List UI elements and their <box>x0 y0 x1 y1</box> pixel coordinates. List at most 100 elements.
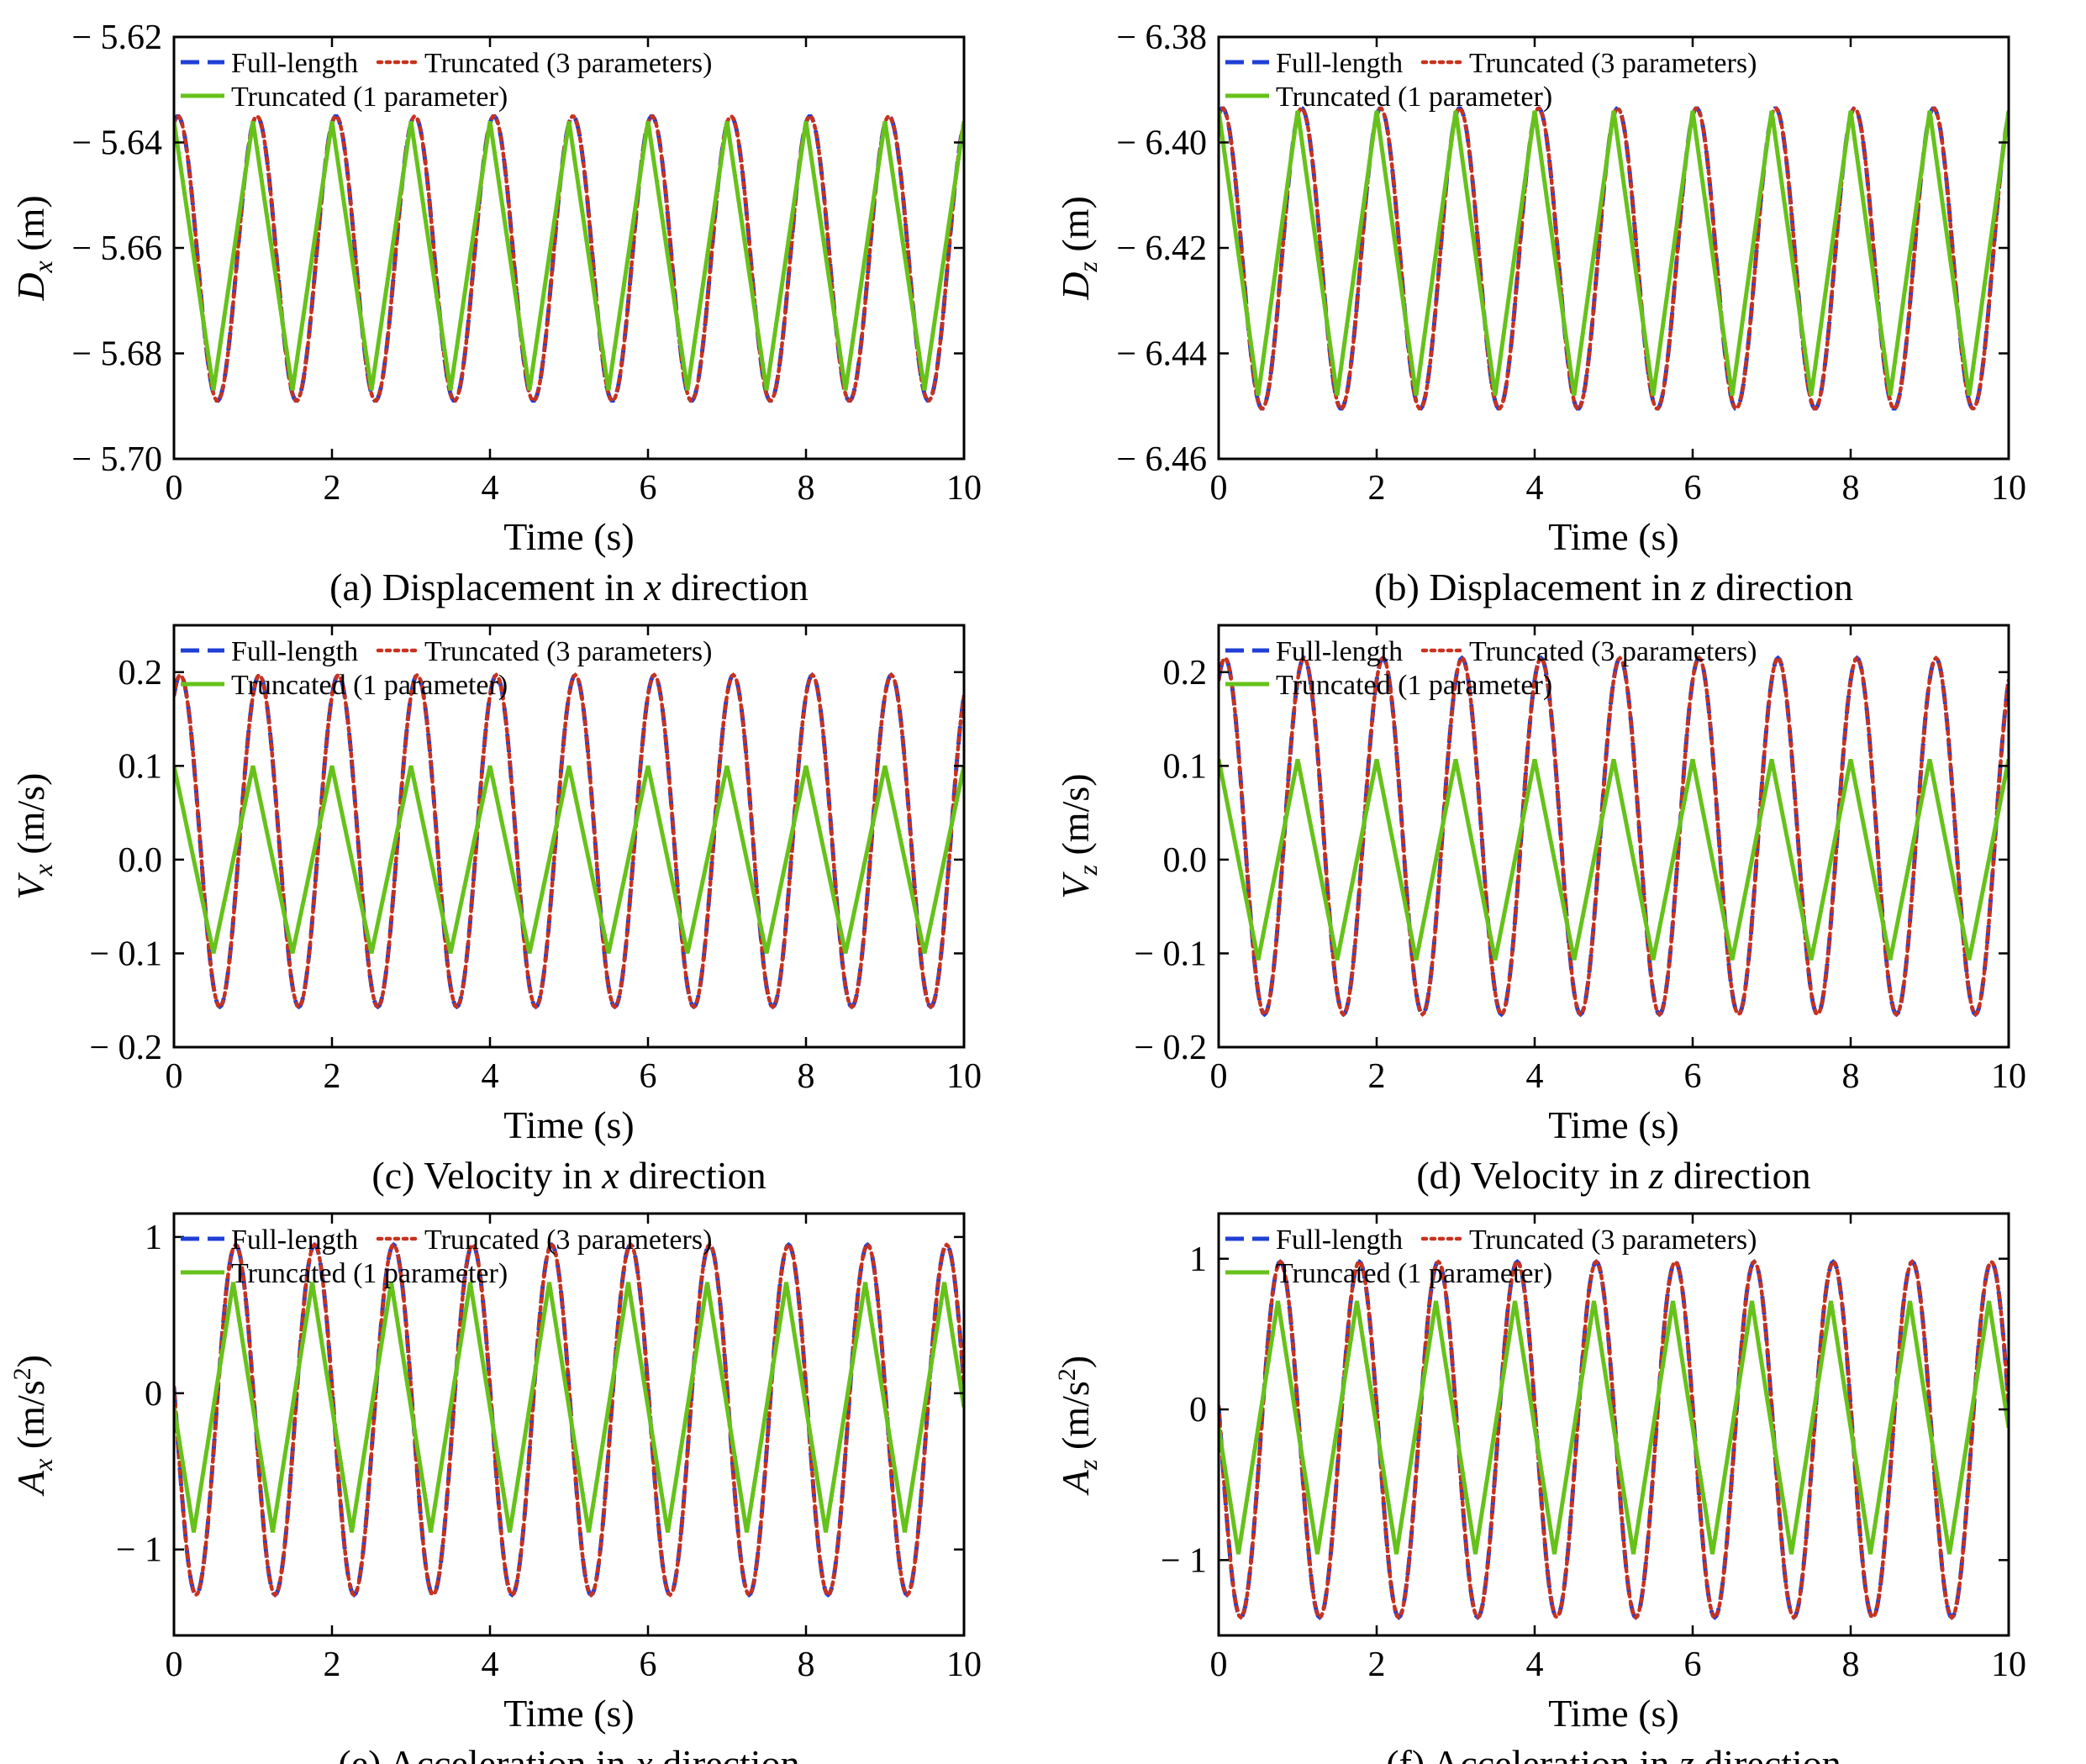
y-tick-label: 0.1 <box>119 747 163 786</box>
y-axis-symbol: D <box>9 272 52 301</box>
x-tick-label: 0 <box>166 1057 183 1096</box>
y-tick-label: − 0.1 <box>1134 935 1207 973</box>
chart-panel-c: 0 2 4 6 8 10 − 0.2 − 0.1 0.0 0.1 0.2 Time (s) Vx (m/… <box>9 624 982 1197</box>
series-line-trunc1 <box>174 1282 964 1533</box>
x-tick-label: 10 <box>1991 1646 2026 1684</box>
y-tick-label: − 5.62 <box>71 18 162 57</box>
x-tick-label: 8 <box>1842 1057 1860 1096</box>
y-axis-label: Az (m/s2) <box>1053 1356 1103 1496</box>
caption-variable: z <box>1648 1154 1664 1197</box>
legend-label-full: Full-length <box>1276 48 1403 79</box>
series-line-trunc3 <box>1219 106 2009 411</box>
x-tick-label: 6 <box>1684 469 1702 508</box>
series-line-trunc1 <box>174 765 964 954</box>
y-axis-subscript: x <box>28 1459 58 1472</box>
x-tick-label: 0 <box>1210 1057 1228 1096</box>
y-tick-label: − 1 <box>1161 1541 1207 1580</box>
y-axis-unit: (m) <box>1054 196 1097 261</box>
y-axis-unit: (m/s <box>1054 1381 1097 1459</box>
y-axis-unit: (m/s <box>9 1380 52 1458</box>
x-tick-label: 8 <box>1842 469 1860 508</box>
x-tick-label: 10 <box>946 1057 982 1096</box>
caption-text: (d) Velocity in <box>1416 1154 1648 1197</box>
y-tick-label: 1 <box>1189 1240 1207 1279</box>
caption-variable: x <box>643 566 661 608</box>
plot-frame <box>1217 1212 2010 1637</box>
series-line-full <box>174 114 964 403</box>
series-line-trunc3 <box>1219 655 2009 1018</box>
legend-label-full: Full-length <box>231 636 358 667</box>
series-line-trunc1 <box>174 121 964 391</box>
panel-caption: (d) Velocity in z direction <box>1416 1154 1810 1197</box>
panel-caption: (f) Acceleration in z direction <box>1386 1742 1841 1764</box>
x-tick-label: 0 <box>1210 1646 1228 1684</box>
x-tick-label: 6 <box>640 1057 657 1096</box>
legend-label-trunc3: Truncated (3 parameters) <box>1469 48 1757 79</box>
x-tick-label: 0 <box>1210 469 1228 508</box>
y-axis-symbol: V <box>9 871 52 899</box>
legend: Full-length Truncated (3 parameters)Trunc… <box>1225 1224 1757 1289</box>
y-axis-subscript: x <box>28 864 58 877</box>
x-tick-label: 10 <box>946 469 982 508</box>
y-tick-label: − 5.70 <box>71 440 162 479</box>
x-tick-label: 6 <box>640 469 657 508</box>
series-line-full <box>1219 655 2009 1018</box>
x-tick-label: 8 <box>798 469 815 508</box>
x-tick-label: 4 <box>1526 1646 1544 1684</box>
chart-panel-b: 0 2 4 6 8 10 − 6.38 − 6.40 − 6.42 − 6.44 − 6.46 Tim… <box>1054 18 2026 608</box>
caption-variable: x <box>601 1154 619 1197</box>
x-axis-label: Time (s) <box>503 515 635 558</box>
y-axis-label: Ax (m/s2) <box>8 1355 58 1497</box>
caption-text: (f) Acceleration in <box>1386 1742 1679 1764</box>
y-axis-unit: (m) <box>9 195 52 261</box>
x-tick-label: 4 <box>482 469 499 508</box>
y-tick-label: − 0.2 <box>1134 1029 1207 1067</box>
chart-panel-a: 0 2 4 6 8 10 − 5.62 − 5.64 − 5.66 − 5.68 − 5.70 Tim… <box>9 18 982 608</box>
x-tick-label: 4 <box>1526 1057 1544 1096</box>
legend-label-full: Full-length <box>1276 1224 1403 1256</box>
x-axis-label: Time (s) <box>503 1692 635 1735</box>
x-tick-label: 2 <box>324 469 341 508</box>
legend: Full-length Truncated (3 parameters)Trunc… <box>1225 48 1757 113</box>
x-tick-label: 2 <box>1368 1646 1386 1684</box>
caption-variable: z <box>1690 566 1706 608</box>
series-line-trunc1 <box>1219 110 2009 397</box>
y-tick-label: 0.2 <box>1163 654 1208 692</box>
y-axis-superscript: 2 <box>8 1367 36 1380</box>
legend-label-trunc1: Truncated (1 parameter) <box>1276 670 1552 701</box>
legend-label-full: Full-length <box>231 1224 358 1256</box>
y-tick-label: − 5.66 <box>71 229 162 268</box>
series-line-trunc1 <box>1219 1300 2009 1555</box>
series-line-trunc3 <box>1219 1259 2009 1620</box>
x-tick-label: 4 <box>482 1646 499 1684</box>
x-axis-label: Time (s) <box>1548 1692 1679 1735</box>
y-tick-label: − 5.64 <box>71 124 162 163</box>
caption-text-end: direction <box>661 566 809 608</box>
series-group <box>1219 106 2009 411</box>
y-axis-subscript: z <box>1072 261 1103 273</box>
y-tick-label: 0.0 <box>1163 841 1208 880</box>
x-tick-label: 2 <box>1368 469 1386 508</box>
y-tick-label: − 5.68 <box>71 335 162 374</box>
legend-label-full: Full-length <box>231 48 358 79</box>
x-tick-label: 0 <box>166 469 183 508</box>
legend: Full-length Truncated (3 parameters)Trunc… <box>181 636 712 701</box>
legend-label-trunc3: Truncated (3 parameters) <box>424 1224 712 1256</box>
y-axis-unit: (m/s) <box>1054 773 1097 865</box>
plot-frame <box>1217 624 2010 1049</box>
panel-caption: (b) Displacement in z direction <box>1374 566 1853 608</box>
legend-label-full: Full-length <box>1276 636 1403 667</box>
y-axis-symbol: A <box>9 1470 52 1497</box>
caption-text: (e) Acceleration in <box>338 1742 635 1764</box>
series-line-full <box>174 671 964 1010</box>
series-line-trunc3 <box>174 114 964 403</box>
panel-caption: (e) Acceleration in x direction <box>338 1742 799 1764</box>
y-axis-label: Vx (m/s) <box>9 773 58 900</box>
caption-variable: z <box>1678 1742 1694 1764</box>
series-line-trunc3 <box>174 1242 964 1598</box>
x-tick-label: 0 <box>166 1646 183 1684</box>
legend-label-trunc3: Truncated (3 parameters) <box>424 48 712 79</box>
y-axis-unit: (m/s) <box>9 773 52 865</box>
legend: Full-length Truncated (3 parameters)Trunc… <box>181 48 712 113</box>
x-tick-label: 2 <box>324 1057 341 1096</box>
